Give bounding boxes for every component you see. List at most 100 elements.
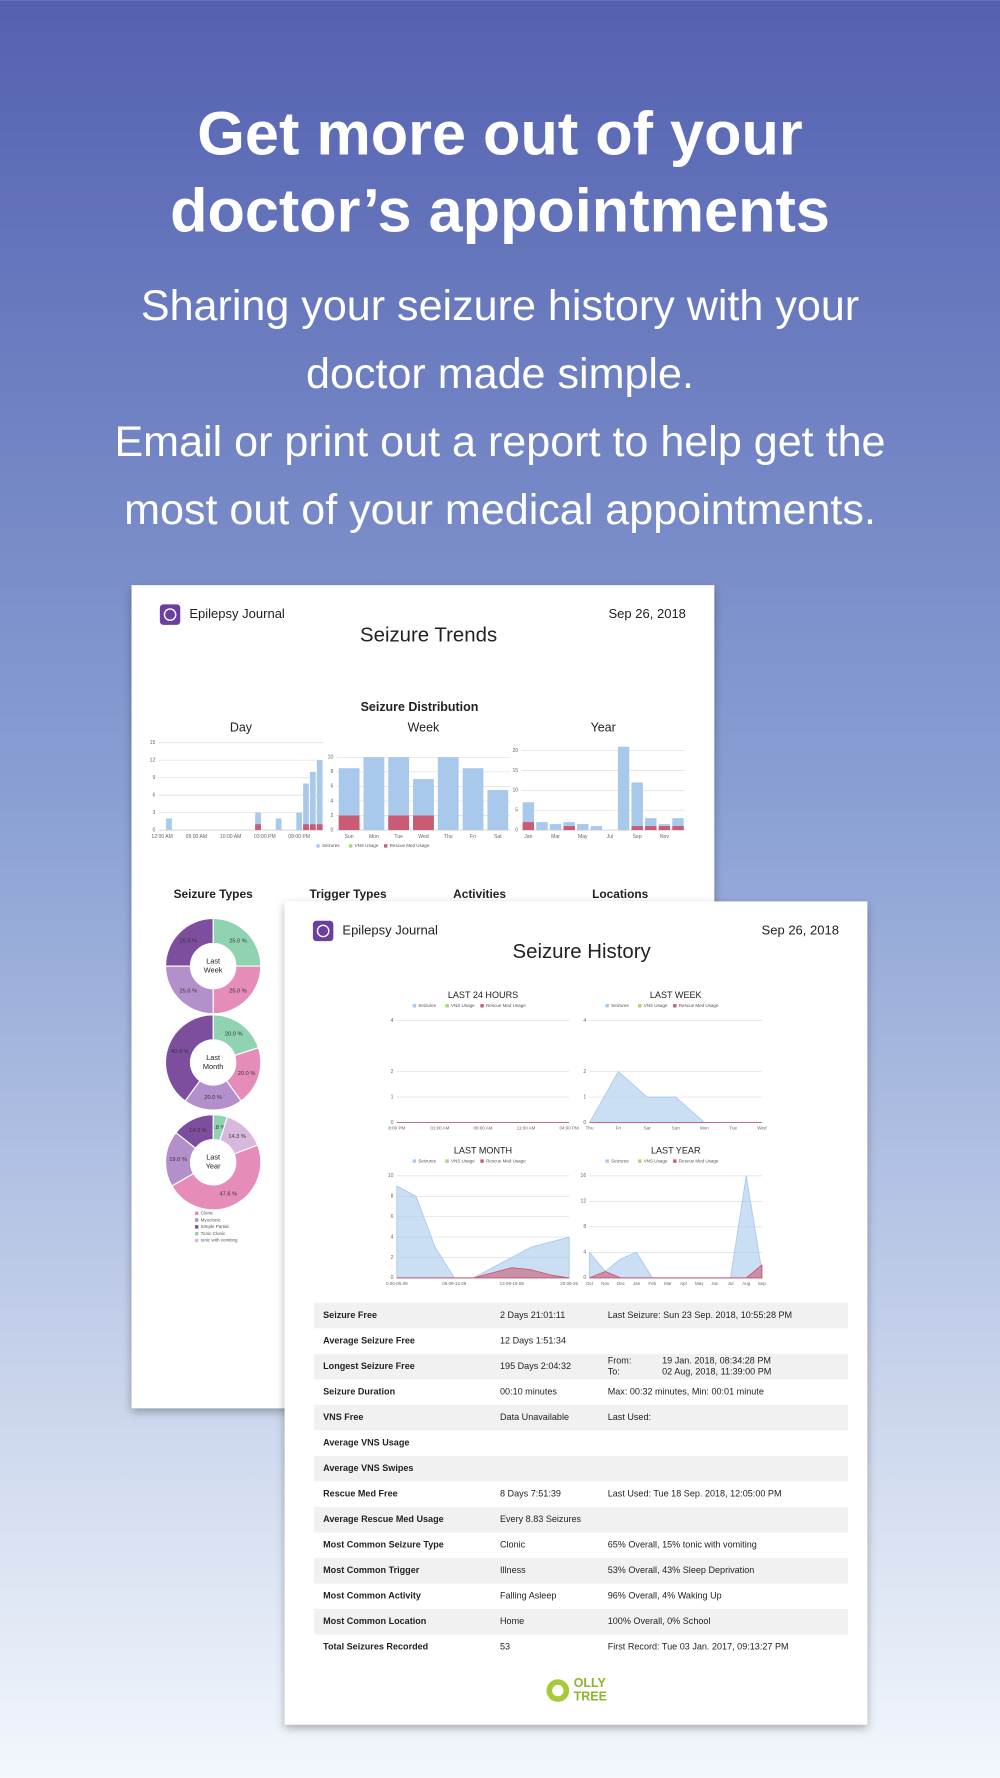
y-tick-label: 10 xyxy=(388,1173,394,1179)
x-tick-label: 06:00 AM xyxy=(473,1125,492,1130)
table-row xyxy=(314,1302,849,1329)
y-tick-label: 0 xyxy=(391,1120,394,1126)
y-tick-label: 8 xyxy=(391,1194,394,1200)
legend-label: Seizures xyxy=(611,1158,629,1163)
table-cell: Longest Seizure Free xyxy=(323,1361,415,1371)
subtitle: most out of your medical appointments. xyxy=(124,486,876,534)
y-tick-label: 6 xyxy=(391,1214,394,1220)
y-tick-label: 3 xyxy=(152,810,155,816)
x-tick-label: Jan xyxy=(524,834,532,840)
x-tick-label: 11:00 AM xyxy=(517,1125,536,1130)
bar xyxy=(590,826,603,831)
x-tick-label: Nov xyxy=(660,834,670,840)
y-tick-label: 4 xyxy=(330,798,333,804)
legend-swatch xyxy=(195,1218,199,1222)
bar xyxy=(338,815,360,831)
bar xyxy=(255,812,261,831)
table-cell: Average VNS Usage xyxy=(323,1438,409,1448)
app-icon xyxy=(159,604,181,625)
x-tick-label: 8:00 PM xyxy=(388,1125,405,1130)
x-tick-label: Oct xyxy=(586,1281,594,1286)
bar xyxy=(645,818,657,831)
y-tick-label: 8 xyxy=(583,1224,586,1230)
legend-swatch xyxy=(480,1004,484,1008)
table-cell: Last Seizure: Sun 23 Sep. 2018, 10:55:28… xyxy=(608,1310,792,1320)
table-cell: Most Common Seizure Type xyxy=(323,1540,444,1550)
table-cell: Average Seizure Free xyxy=(323,1335,415,1345)
legend-label: VNS Usage xyxy=(451,1003,475,1008)
x-tick-label: 05:00 AM xyxy=(186,834,208,840)
y-tick-label: 5 xyxy=(515,808,518,814)
legend-swatch xyxy=(195,1211,199,1215)
y-tick-label: 9 xyxy=(152,775,155,781)
legend-swatch xyxy=(673,1004,677,1008)
x-tick-label: Mar xyxy=(551,834,560,840)
table-cell: 12 Days 1:51:34 xyxy=(500,1335,566,1345)
y-tick-label: 15 xyxy=(512,768,518,774)
slice-label: 20.0 % xyxy=(204,1095,222,1101)
slice-label: 47.6 % xyxy=(220,1191,238,1197)
y-tick-label: 20 xyxy=(512,748,518,754)
x-tick-label: Mon xyxy=(700,1125,709,1130)
bar xyxy=(316,824,323,831)
slice-label: 20.0 % xyxy=(225,1032,243,1038)
x-tick-label: Thu xyxy=(444,834,453,840)
chart-title: Week xyxy=(408,720,440,734)
table-cell: Max: 00:32 minutes, Min: 00:01 minute xyxy=(608,1387,764,1397)
legend-swatch xyxy=(412,1159,417,1163)
bar xyxy=(522,822,535,831)
x-tick-label: Jan xyxy=(633,1281,641,1286)
table-cell: 8 Days 7:51:39 xyxy=(500,1489,561,1499)
y-tick-label: 0 xyxy=(330,827,333,833)
x-tick-label: Thu xyxy=(586,1125,594,1130)
logo-text: TREE xyxy=(574,1690,607,1704)
report-date: Sep 26, 2018 xyxy=(762,922,839,937)
legend-swatch xyxy=(605,1004,609,1008)
x-tick-label: Sun xyxy=(345,834,354,840)
y-tick-label: 2 xyxy=(391,1069,394,1075)
legend-swatch xyxy=(638,1004,642,1008)
table-cell: 53% Overall, 43% Sleep Deprivation xyxy=(608,1565,755,1575)
bar xyxy=(672,818,684,831)
slice-label: 25.0 % xyxy=(229,939,247,945)
app-icon-glyph xyxy=(163,608,177,621)
headline: Get more out of your xyxy=(197,100,802,168)
slice-label: 25.0 % xyxy=(179,988,197,994)
table-cell: 02 Aug, 2018, 11:39:00 PM xyxy=(662,1367,771,1377)
table-row xyxy=(314,1608,849,1635)
y-tick-label: 1 xyxy=(583,1094,586,1100)
x-tick-label: 10:00 AM xyxy=(220,834,242,840)
x-tick-label: 06.09-12.09 xyxy=(442,1281,467,1286)
donut-slice xyxy=(164,1014,214,1102)
x-tick-label: Sep xyxy=(633,834,642,840)
subtitle: Sharing your seizure history with your xyxy=(141,282,859,330)
legend-swatch xyxy=(195,1238,199,1243)
donut-center-label: Last xyxy=(206,1053,220,1062)
x-tick-label: 03:00 PM xyxy=(254,834,276,840)
legend-swatch xyxy=(605,1159,609,1163)
logo-text: OLLY xyxy=(574,1676,607,1690)
y-tick-label: 0 xyxy=(391,1275,394,1281)
table-row xyxy=(314,1455,849,1482)
legend-swatch xyxy=(638,1159,642,1163)
chart-title: LAST 24 HOURS xyxy=(448,990,518,1000)
bar xyxy=(309,771,316,831)
legend-label: tonic with vomiting xyxy=(201,1238,238,1243)
bar xyxy=(413,815,434,831)
area xyxy=(396,1185,570,1279)
table-cell: 00:10 minutes xyxy=(500,1387,557,1397)
donut-slice xyxy=(164,917,214,967)
table-cell: Seizure Free xyxy=(323,1310,377,1320)
bar xyxy=(363,757,385,831)
y-tick-label: 2 xyxy=(391,1255,394,1261)
y-tick-label: 12 xyxy=(150,758,156,764)
area xyxy=(589,1264,763,1279)
bar xyxy=(462,768,484,831)
bar xyxy=(617,746,630,831)
table-row xyxy=(314,1557,849,1584)
report-title: Seizure Trends xyxy=(360,625,497,647)
bar xyxy=(166,818,172,831)
chart-title: Day xyxy=(230,720,253,734)
x-tick-label: 04:00 PM xyxy=(559,1125,579,1130)
